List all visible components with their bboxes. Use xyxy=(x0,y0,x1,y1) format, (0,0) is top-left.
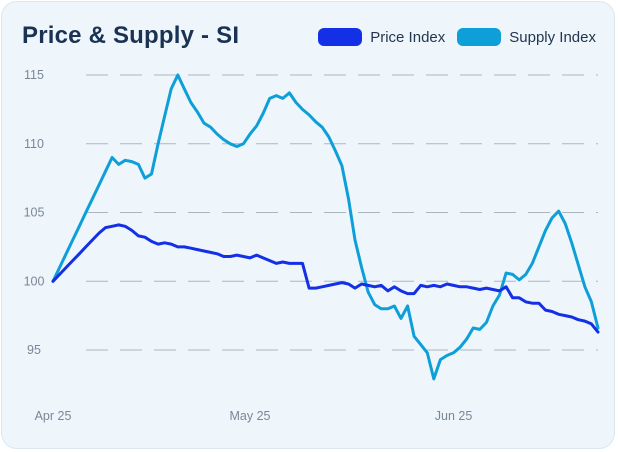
series-line-supply-index[interactable] xyxy=(51,73,600,381)
y-tick-label: 105 xyxy=(24,206,45,220)
legend-swatch-supply xyxy=(457,28,502,46)
y-tick-label: 115 xyxy=(24,68,44,82)
chart-title: Price & Supply - SI xyxy=(22,22,240,49)
legend-item-price[interactable]: Price Index xyxy=(318,28,445,46)
gridlines xyxy=(86,74,598,351)
legend-label-price: Price Index xyxy=(370,28,446,46)
x-axis: Apr 25 May 25 Jun 25 xyxy=(35,409,473,423)
y-tick-label: 95 xyxy=(27,343,41,357)
series-lines xyxy=(51,73,600,381)
legend: Price Index Supply Index xyxy=(318,28,596,46)
y-axis: 95 100 105 110 115 xyxy=(24,68,45,357)
y-tick-label: 110 xyxy=(24,137,44,151)
legend-swatch-price xyxy=(318,28,363,46)
x-tick-label: Jun 25 xyxy=(435,409,473,423)
series-line-price-index[interactable] xyxy=(51,223,600,334)
legend-label-supply: Supply Index xyxy=(509,28,596,46)
legend-item-supply[interactable]: Supply Index xyxy=(457,28,596,46)
y-tick-label: 100 xyxy=(24,274,45,288)
x-tick-label: May 25 xyxy=(229,409,270,423)
x-tick-label: Apr 25 xyxy=(35,409,72,423)
